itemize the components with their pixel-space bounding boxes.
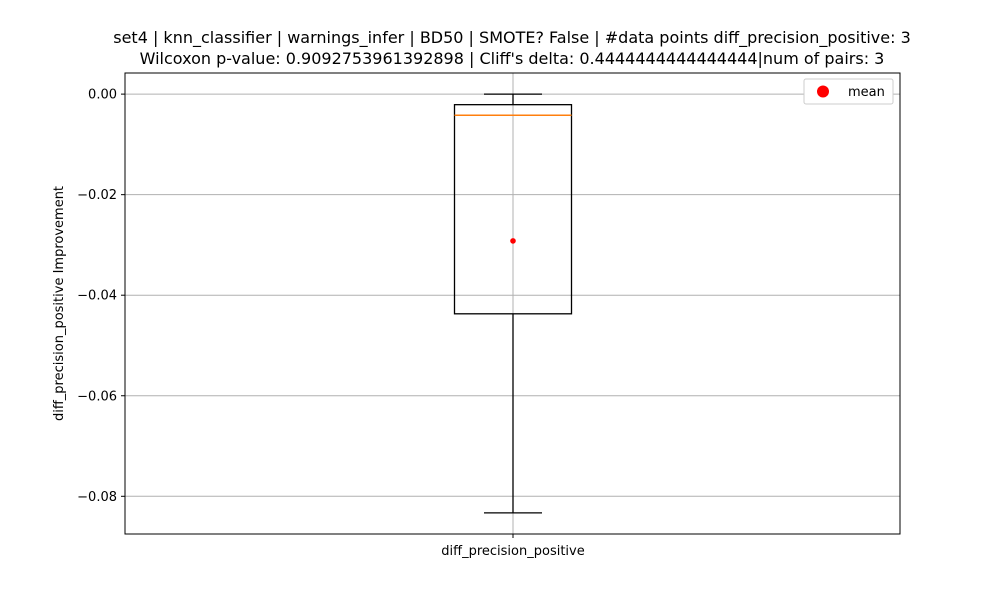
legend-entry-mean: mean: [848, 85, 885, 100]
y-axis-label: diff_precision_positive Improvement: [52, 186, 67, 421]
legend: mean: [803, 78, 894, 105]
x-tick-label: diff_precision_positive: [441, 544, 584, 559]
y-tick-label: 0.00: [88, 88, 117, 103]
y-tick-label: −0.08: [77, 490, 117, 505]
y-tick-label: −0.06: [77, 389, 117, 404]
legend-mean-marker: [817, 85, 829, 98]
chart-subtitle: Wilcoxon p-value: 0.9092753961392898 | C…: [140, 49, 885, 68]
y-tick-label: −0.04: [77, 289, 117, 304]
chart-title: set4 | knn_classifier | warnings_infer |…: [113, 28, 911, 48]
axis-layer: 0.00 −0.02 −0.04 −0.06 −0.08 diff_precision_p…: [77, 88, 585, 559]
legend-box: [803, 78, 894, 105]
interquartile-box: [453, 104, 573, 315]
y-tick-label: −0.02: [77, 188, 117, 203]
mean-marker: [510, 238, 516, 244]
box-layer: [453, 93, 573, 514]
